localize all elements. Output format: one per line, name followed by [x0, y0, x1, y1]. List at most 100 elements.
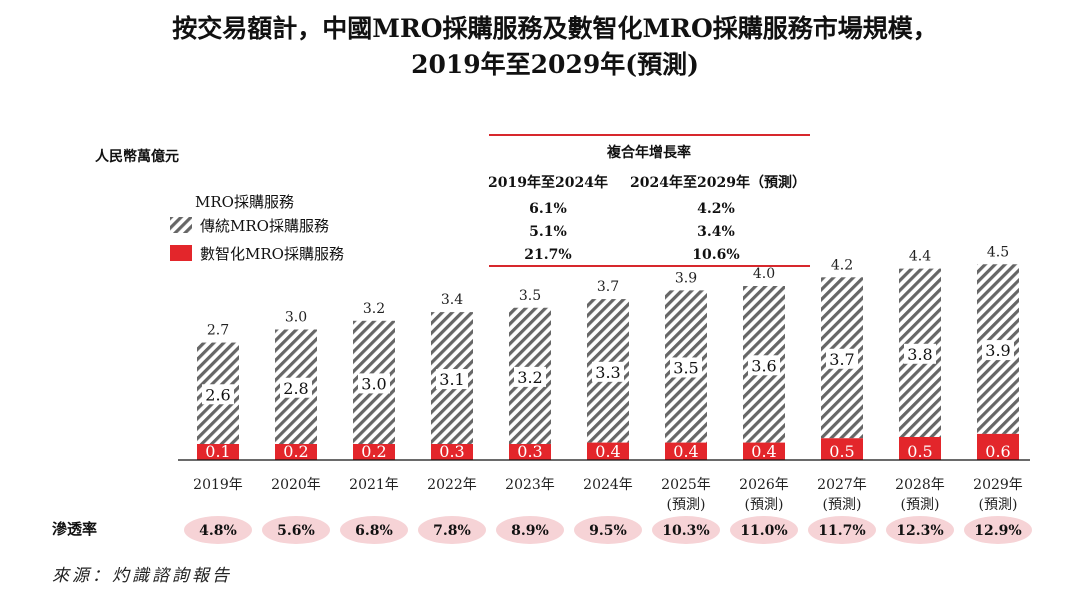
traditional-value-label: 3.5 — [673, 358, 698, 377]
traditional-value-label: 3.8 — [907, 345, 932, 364]
digital-value-label: 0.2 — [283, 442, 308, 461]
traditional-label-box — [280, 377, 312, 398]
legend-label-traditional: 傳統MRO採購服務 — [200, 217, 329, 235]
cagr-col2-header: 2024年至2029年（預測） — [630, 174, 806, 191]
traditional-label-box — [358, 373, 390, 394]
bar-digital — [977, 433, 1019, 460]
digital-value-label: 0.1 — [205, 442, 230, 461]
x-tick-sublabel: (預測) — [745, 497, 784, 513]
digital-value-label: 0.3 — [517, 442, 542, 461]
traditional-label-box — [748, 355, 780, 376]
cagr-col1-header: 2019年至2024年 — [488, 174, 608, 191]
x-tick-sublabel: (預測) — [667, 497, 706, 513]
cagr-col2-value: 3.4% — [697, 224, 735, 240]
traditional-label-box — [202, 384, 234, 405]
cagr-col2-value: 4.2% — [697, 201, 735, 217]
penetration-value: 5.6% — [277, 523, 315, 539]
penetration-pill — [340, 516, 408, 544]
penetration-pill — [418, 516, 486, 544]
bar-digital — [509, 444, 551, 460]
x-tick-label: 2023年 — [505, 477, 555, 493]
legend-label-digital: 數智化MRO採購服務 — [200, 245, 344, 263]
x-tick-sublabel: (預測) — [979, 497, 1018, 513]
penetration-pill — [730, 516, 798, 544]
traditional-label-box — [514, 366, 546, 387]
bar-digital — [821, 438, 863, 460]
penetration-value: 12.9% — [974, 523, 1021, 539]
traditional-label-box — [436, 369, 468, 390]
cagr-header: 複合年增長率 — [606, 144, 691, 161]
bar-digital — [197, 444, 239, 460]
digital-value-label: 0.6 — [985, 442, 1010, 461]
chart-title-line2: 2019年至2029年(預測) — [411, 50, 699, 79]
x-tick-label: 2025年 — [661, 477, 711, 493]
x-tick-label: 2019年 — [193, 477, 243, 493]
traditional-label-box — [982, 340, 1014, 361]
x-tick-label: 2022年 — [427, 477, 477, 493]
legend-heading: MRO採購服務 — [195, 193, 294, 211]
traditional-value-label: 3.9 — [985, 341, 1010, 360]
digital-value-label: 0.4 — [595, 442, 620, 461]
traditional-label-box — [826, 348, 858, 369]
penetration-pill — [886, 516, 954, 544]
x-tick-label: 2024年 — [583, 477, 633, 493]
total-value-label: 4.0 — [753, 266, 775, 282]
penetration-value: 7.8% — [433, 523, 471, 539]
traditional-value-label: 3.2 — [517, 368, 542, 387]
total-value-label: 3.5 — [519, 288, 541, 304]
total-value-label: 4.2 — [831, 257, 853, 273]
bar-digital — [275, 444, 317, 460]
penetration-pill — [262, 516, 330, 544]
penetration-pill — [184, 516, 252, 544]
penetration-value: 10.3% — [662, 523, 709, 539]
penetration-label: 滲透率 — [52, 520, 97, 538]
unit-label: 人民幣萬億元 — [95, 148, 179, 165]
penetration-pill — [652, 516, 720, 544]
total-value-label: 3.9 — [675, 270, 697, 286]
x-tick-sublabel: (預測) — [901, 497, 940, 513]
penetration-pill — [574, 516, 642, 544]
total-value-label: 3.7 — [597, 279, 619, 295]
x-tick-label: 2026年 — [739, 477, 789, 493]
penetration-value: 9.5% — [589, 523, 627, 539]
digital-value-label: 0.3 — [439, 442, 464, 461]
penetration-value: 11.7% — [818, 523, 865, 539]
traditional-value-label: 3.0 — [361, 374, 386, 393]
traditional-value-label: 2.6 — [205, 385, 230, 404]
chart-title-line1: 按交易額計，中國MRO採購服務及數智化MRO採購服務市場規模， — [172, 14, 937, 43]
x-tick-label: 2029年 — [973, 477, 1023, 493]
penetration-pill — [808, 516, 876, 544]
total-value-label: 3.0 — [285, 310, 307, 326]
traditional-label-box — [592, 361, 624, 382]
traditional-value-label: 3.1 — [439, 370, 464, 389]
total-value-label: 3.2 — [363, 301, 385, 317]
x-tick-sublabel: (預測) — [823, 497, 862, 513]
bar-digital — [665, 442, 707, 460]
cagr-col1-value: 5.1% — [529, 224, 567, 240]
digital-value-label: 0.5 — [829, 442, 854, 461]
penetration-value: 4.8% — [199, 523, 237, 539]
cagr-col2-value: 10.6% — [692, 247, 739, 263]
traditional-value-label: 3.6 — [751, 356, 776, 375]
total-value-label: 3.4 — [441, 292, 463, 308]
digital-value-label: 0.4 — [673, 442, 698, 461]
bar-digital — [587, 442, 629, 460]
traditional-label-box — [670, 357, 702, 378]
digital-value-label: 0.2 — [361, 442, 386, 461]
penetration-value: 8.9% — [511, 523, 549, 539]
penetration-value: 11.0% — [740, 523, 787, 539]
traditional-value-label: 2.8 — [283, 379, 308, 398]
total-value-label: 4.4 — [909, 249, 931, 265]
bar-digital — [899, 437, 941, 460]
source-note: 來源：灼識諮詢報告 — [52, 566, 232, 586]
bar-digital — [431, 444, 473, 460]
total-value-label: 2.7 — [207, 323, 229, 339]
penetration-pill — [496, 516, 564, 544]
penetration-pill — [964, 516, 1032, 544]
digital-value-label: 0.5 — [907, 442, 932, 461]
traditional-label-box — [904, 343, 936, 364]
legend-swatch-traditional — [170, 217, 192, 233]
x-tick-label: 2028年 — [895, 477, 945, 493]
bars-layer: 2.7 2.6 0.1 2019年 3.0 2.8 0.2 2020年 3.2 3.0 0.2 202… — [193, 244, 1023, 513]
